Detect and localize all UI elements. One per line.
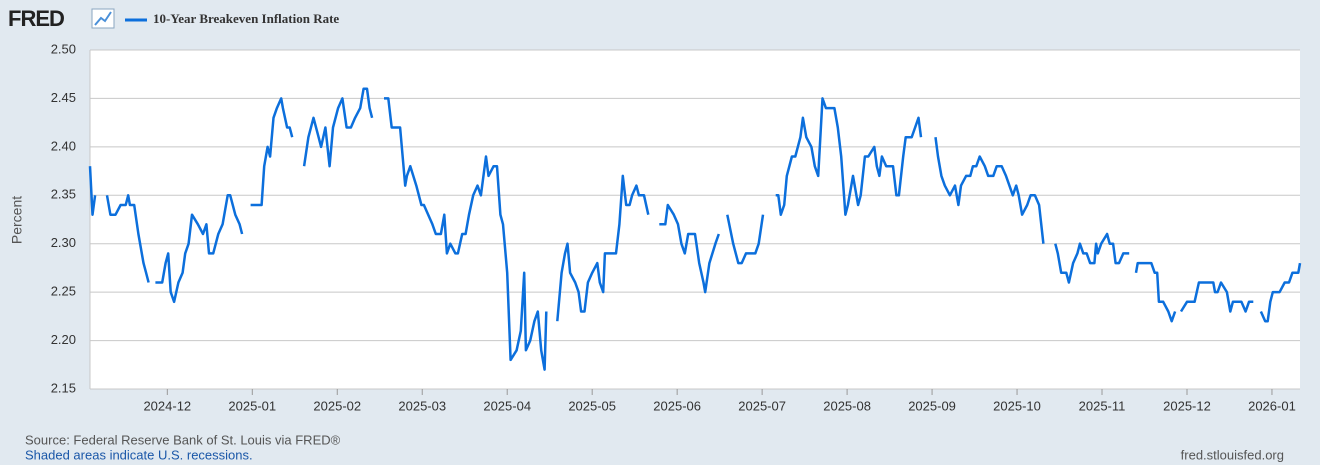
x-tick-label: 2025-09 bbox=[908, 398, 956, 413]
x-tick-label: 2025-04 bbox=[483, 398, 531, 413]
y-tick-label: 2.25 bbox=[51, 284, 76, 299]
plot-area bbox=[90, 50, 1300, 389]
y-tick-label: 2.45 bbox=[51, 90, 76, 105]
y-tick-label: 2.15 bbox=[51, 380, 76, 395]
x-tick-label: 2025-10 bbox=[993, 398, 1041, 413]
logo-icon bbox=[91, 8, 115, 29]
x-tick-label: 2024-12 bbox=[143, 398, 191, 413]
x-tick-label: 2025-12 bbox=[1163, 398, 1211, 413]
x-tick-label: 2026-01 bbox=[1248, 398, 1296, 413]
x-tick-label: 2025-01 bbox=[228, 398, 276, 413]
y-tick-label: 2.30 bbox=[51, 235, 76, 250]
x-tick-label: 2025-02 bbox=[313, 398, 361, 413]
site-url: fred.stlouisfed.org bbox=[1181, 447, 1284, 462]
x-tick-label: 2025-11 bbox=[1079, 398, 1126, 413]
y-tick-label: 2.40 bbox=[51, 138, 76, 153]
legend-label: 10-Year Breakeven Inflation Rate bbox=[153, 11, 339, 26]
source: Source: Federal Reserve Bank of St. Loui… bbox=[25, 432, 341, 447]
data-line bbox=[88, 87, 1302, 371]
y-tick-label: 2.20 bbox=[51, 332, 76, 347]
x-tick-label: 2025-06 bbox=[653, 398, 701, 413]
x-tick-label: 2025-07 bbox=[738, 398, 786, 413]
x-tick-label: 2025-03 bbox=[398, 398, 446, 413]
y-tick-label: 2.50 bbox=[51, 41, 76, 56]
y-tick-label: 2.35 bbox=[51, 187, 76, 202]
y-axis-title: Percent bbox=[9, 196, 25, 244]
x-tick-label: 2025-08 bbox=[823, 398, 871, 413]
recession-note: Shaded areas indicate U.S. recessions. bbox=[25, 447, 253, 462]
x-tick-label: 2025-05 bbox=[568, 398, 616, 413]
brand-logo: FRED bbox=[8, 6, 64, 31]
